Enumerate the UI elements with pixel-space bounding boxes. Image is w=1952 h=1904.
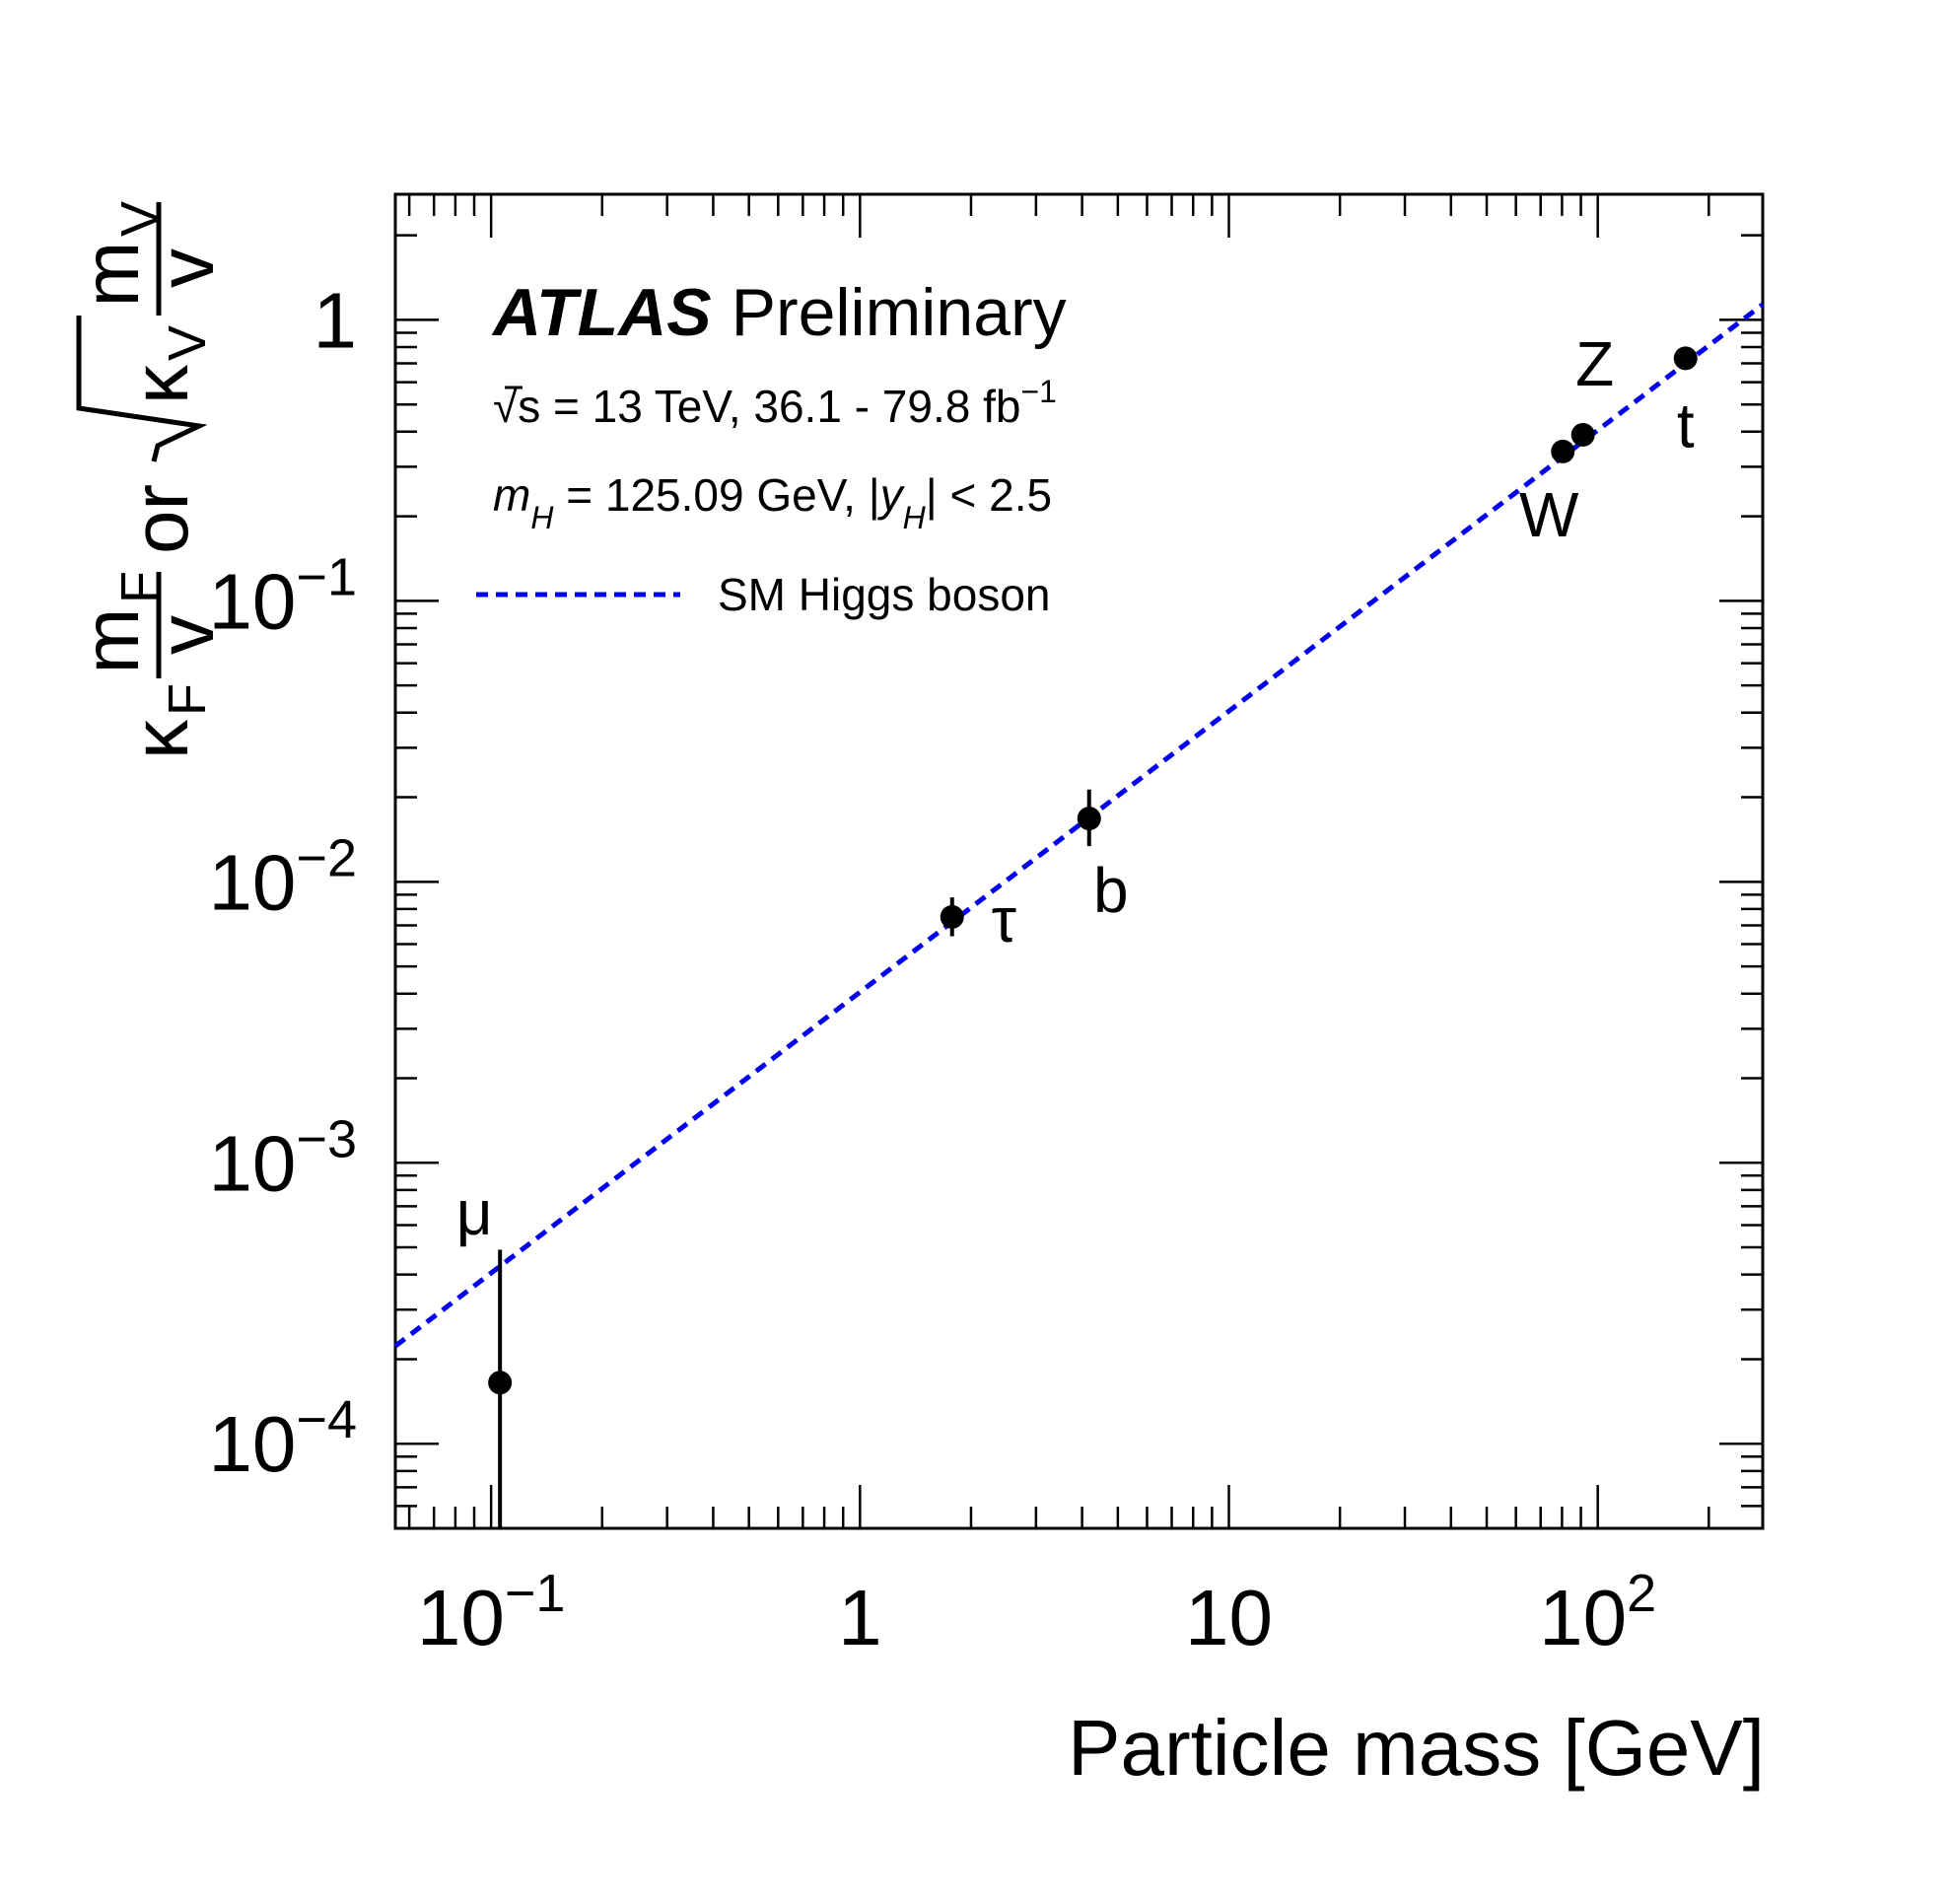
x-tick-label: 10−1 <box>417 1564 566 1661</box>
mass-y: y <box>877 469 906 521</box>
x-tick-label: 10 <box>1185 1574 1273 1661</box>
mass-end: | < 2.5 <box>926 469 1052 521</box>
x-tick-label: 102 <box>1539 1564 1656 1661</box>
y-tick-label-exp: −4 <box>296 1390 357 1449</box>
data-point-μ <box>488 1371 513 1395</box>
y-tick-label: 1 <box>314 276 358 364</box>
mass-m: m <box>493 469 530 521</box>
ylabel-frac1-den: v <box>142 615 230 655</box>
ylabel-kappa-f-sub: F <box>158 683 217 716</box>
ylabel-kappa-f: κ <box>116 719 204 759</box>
point-label-b: b <box>1093 855 1129 926</box>
ylabel-frac2-den: v <box>142 248 230 288</box>
data-points-layer <box>488 346 1698 1528</box>
x-tick-label-base: 10 <box>417 1574 505 1661</box>
data-point-Z <box>1570 422 1595 447</box>
energy-s: s <box>518 381 540 432</box>
ylabel-sqrt-sign <box>76 316 208 462</box>
ylabel-frac2-num: m <box>67 242 155 308</box>
point-label-τ: τ <box>992 884 1016 955</box>
energy-text: = 13 TeV, 36.1 - 79.8 fb <box>540 381 1020 432</box>
mass-m-sub: H <box>530 500 554 535</box>
y-axis-title: κ F m F v or κ V m V v <box>67 201 230 759</box>
legend-title: ATLAS Preliminary <box>491 275 1067 350</box>
point-labels-layer: μ τ b W Zt <box>456 328 1695 1248</box>
x-tick-label-exp: 2 <box>1627 1564 1656 1623</box>
legend: ATLAS Preliminary √s = 13 TeV, 36.1 - 79.… <box>476 275 1067 620</box>
plot-frame <box>393 192 1765 1530</box>
ylabel-or: or <box>116 484 204 554</box>
energy-sup: −1 <box>1020 374 1056 409</box>
y-tick-label-base: 10 <box>208 557 296 645</box>
y-tick-label-base: 1 <box>314 276 358 364</box>
plot-frame-layer <box>393 192 1765 1530</box>
y-tick-label-exp: −3 <box>296 1109 357 1168</box>
y-tick-label-base: 10 <box>208 838 296 926</box>
sqrt-symbol: √ <box>493 381 519 432</box>
x-tick-label-exp: −1 <box>505 1564 566 1623</box>
y-tick-label: 10−3 <box>208 1109 357 1207</box>
ylabel-frac1-num: m <box>67 608 155 674</box>
atlas-brand: ATLAS <box>491 275 712 350</box>
y-tick-label-base: 10 <box>208 1400 296 1488</box>
ylabel-sqrt-kappa: κ <box>116 364 204 404</box>
y-tick-label: 10−4 <box>208 1390 357 1488</box>
legend-mass-line: mH = 125.09 GeV, |yH| < 2.5 <box>493 469 1052 535</box>
sm-higgs-line <box>393 302 1765 1349</box>
x-tick-label-base: 10 <box>1539 1574 1627 1661</box>
ylabel-sqrt-kappa-sub: V <box>158 325 217 361</box>
atlas-status: Preliminary <box>732 275 1067 350</box>
mass-y-sub: H <box>903 500 927 535</box>
y-tick-label-exp: −2 <box>296 828 357 887</box>
data-point-τ <box>940 904 964 929</box>
point-label-W: W <box>1519 479 1579 550</box>
legend-line-label: SM Higgs boson <box>718 569 1051 620</box>
x-tick-label-base: 10 <box>1185 1574 1273 1661</box>
x-tick-label-base: 1 <box>838 1574 882 1661</box>
legend-energy-line: √s = 13 TeV, 36.1 - 79.8 fb−1 <box>493 374 1057 432</box>
point-label-μ: μ <box>456 1177 493 1248</box>
data-point-t <box>1673 346 1698 371</box>
y-tick-label: 10−1 <box>208 547 357 645</box>
y-tick-label: 10−2 <box>208 828 357 926</box>
data-point-b <box>1077 807 1101 831</box>
y-tick-label-exp: −1 <box>296 547 357 606</box>
y-tick-label-base: 10 <box>208 1119 296 1207</box>
x-tick-label: 1 <box>838 1574 882 1661</box>
data-point-W <box>1551 439 1575 463</box>
mass-mid: = 125.09 GeV, | <box>553 469 879 521</box>
axis-ticks <box>395 194 1763 1530</box>
point-label-t: t <box>1677 389 1695 460</box>
sm-line-layer <box>393 302 1765 1349</box>
point-label-Z: Z <box>1575 328 1614 399</box>
x-axis-title: Particle mass [GeV] <box>1068 1704 1765 1792</box>
